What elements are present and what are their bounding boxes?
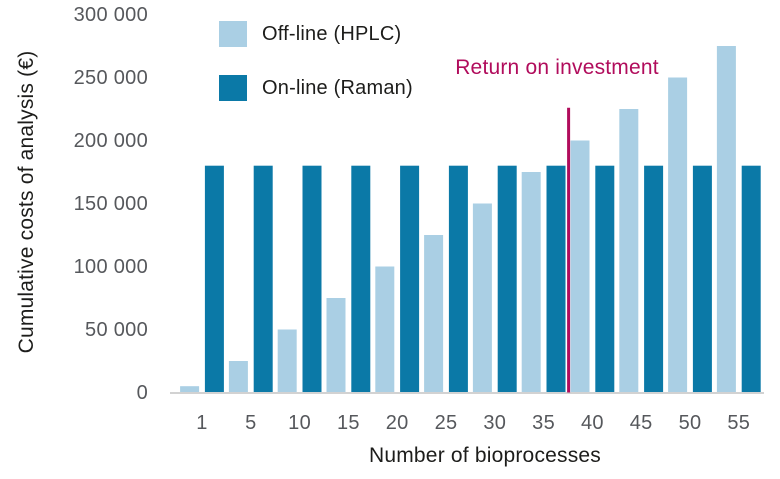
bar-online-10 [302,165,322,393]
bar-online-45 [644,165,664,393]
x-axis-title: Number of bioprocesses [368,444,602,467]
legend-swatch-offline [219,21,247,47]
y-tick-label: 50 000 [85,318,148,341]
bar-offline-30 [472,203,492,393]
bar-online-50 [692,165,712,393]
legend-label-offline: Off-line (HPLC) [262,22,402,45]
bar-offline-45 [619,109,639,393]
x-tick-label: 55 [727,412,751,434]
y-tick-label: 300 000 [73,3,148,26]
bar-offline-25 [424,235,444,393]
legend-swatch-online [219,75,247,101]
bar-offline-1 [180,386,200,393]
x-tick-label: 10 [288,412,312,434]
bar-offline-55 [716,46,736,393]
bar-offline-20 [375,266,395,393]
roi-annotation-label: Return on investment [455,56,659,79]
x-tick-label: 40 [580,412,604,434]
bar-online-55 [741,165,761,393]
x-tick-label: 45 [629,412,653,434]
y-tick-label: 100 000 [73,255,148,278]
x-tick-label: 50 [678,412,702,434]
x-tick-label: 15 [336,412,360,434]
bar-online-40 [595,165,615,393]
bar-offline-50 [668,77,688,393]
bar-offline-10 [277,329,297,393]
bar-online-35 [546,165,566,393]
bar-online-25 [448,165,468,393]
legend-item-online: On-line (Raman) [219,75,413,101]
y-tick-label: 250 000 [73,66,148,89]
bar-online-30 [497,165,517,393]
legend: Off-line (HPLC) On-line (Raman) [219,21,413,101]
x-tick-label: 5 [245,412,257,434]
bar-offline-35 [521,172,541,393]
bar-offline-40 [570,140,590,393]
legend-item-offline: Off-line (HPLC) [219,21,413,47]
x-tick-label: 30 [483,412,507,434]
x-tick-label: 25 [434,412,458,434]
legend-label-online: On-line (Raman) [262,76,413,99]
x-tick-label: 35 [532,412,556,434]
bar-online-20 [400,165,420,393]
bar-offline-15 [326,298,346,393]
y-tick-label: 150 000 [73,192,148,215]
bar-online-1 [204,165,224,393]
y-tick-label: 200 000 [73,129,148,152]
y-tick-label: 0 [136,381,148,404]
bar-online-15 [351,165,371,393]
bar-offline-5 [228,361,248,393]
bar-online-5 [253,165,273,393]
x-tick-label: 20 [385,412,409,434]
x-tick-label: 1 [196,412,208,434]
